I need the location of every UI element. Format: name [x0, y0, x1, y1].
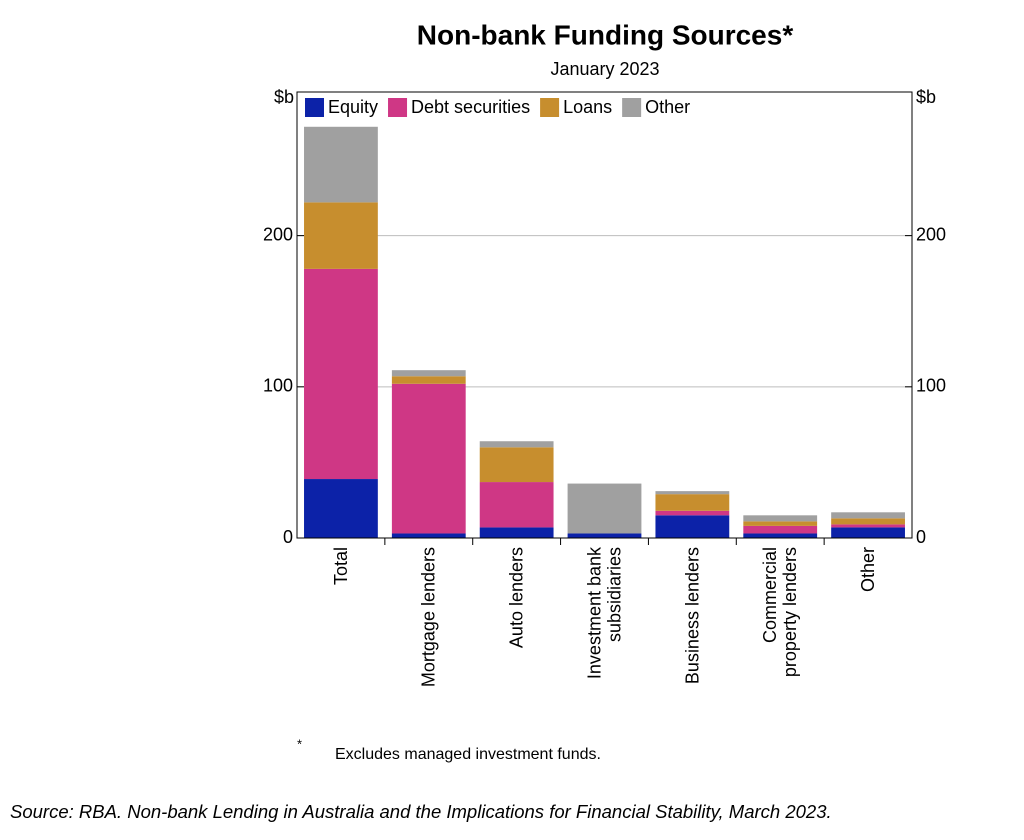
- bar-segment: [304, 126, 378, 203]
- chart-title: Non-bank Funding Sources*: [417, 19, 794, 50]
- bar-segment: [831, 518, 905, 525]
- bar-segment: [391, 383, 466, 534]
- bar-segment: [655, 510, 730, 516]
- bar-segment: [479, 441, 554, 448]
- bar-segment: [391, 376, 466, 384]
- legend-label: Equity: [328, 97, 378, 117]
- plot-frame: [296, 91, 913, 539]
- y-tick-label: 200: [263, 224, 293, 244]
- bar-segment: [304, 479, 378, 538]
- legend-swatch: [622, 98, 642, 117]
- y2-tick-label: 0: [916, 527, 926, 547]
- x-tick-label: Auto lenders: [506, 547, 527, 649]
- x-tick-label: Other: [857, 547, 878, 593]
- y-tick-label: 0: [283, 527, 293, 547]
- bar-segment: [655, 491, 730, 495]
- x-tick-label: Mortgage lenders: [418, 547, 439, 688]
- bar-segment: [655, 515, 730, 538]
- bar-segment: [304, 268, 378, 480]
- x-tick-label: Business lenders: [682, 547, 703, 685]
- bar-segment: [304, 202, 378, 269]
- y-axis-label: $b: [274, 87, 294, 107]
- legend-label: Loans: [563, 97, 612, 117]
- footnote: Excludes managed investment funds.: [335, 746, 601, 763]
- bar-segment: [567, 533, 642, 538]
- legend-swatch: [305, 98, 324, 117]
- footnote-marker: *: [297, 736, 302, 751]
- legend-swatch: [540, 98, 560, 117]
- bar-segment: [391, 533, 466, 538]
- bar-segment: [655, 494, 730, 511]
- y2-tick-label: 100: [916, 376, 946, 396]
- x-tick-label: Investment bank subsidiaries: [584, 547, 625, 680]
- bar-segment: [743, 515, 818, 522]
- x-tick-label: Commercial property lenders: [760, 547, 801, 678]
- bar-segment: [831, 512, 905, 519]
- bar-segment: [743, 533, 818, 538]
- bar-segment: [479, 482, 554, 528]
- bar-segment: [567, 483, 642, 534]
- chart-subtitle: January 2023: [550, 59, 659, 79]
- bar-segment: [831, 524, 905, 528]
- bar-segment: [479, 447, 554, 483]
- legend-swatch: [388, 98, 408, 117]
- legend-label: Other: [645, 97, 690, 117]
- y-tick-label: 100: [263, 376, 293, 396]
- x-tick-label: Total: [330, 547, 351, 586]
- legend-label: Debt securities: [411, 97, 530, 117]
- source: Source: RBA. Non-bank Lending in Austral…: [10, 801, 832, 822]
- y2-axis-label: $b: [916, 87, 936, 107]
- bar-segment: [479, 527, 554, 538]
- bar-segment: [743, 521, 818, 526]
- y2-tick-label: 200: [916, 224, 946, 244]
- bar-segment: [391, 370, 466, 377]
- bar-segment: [743, 525, 818, 534]
- bar-segment: [831, 527, 905, 538]
